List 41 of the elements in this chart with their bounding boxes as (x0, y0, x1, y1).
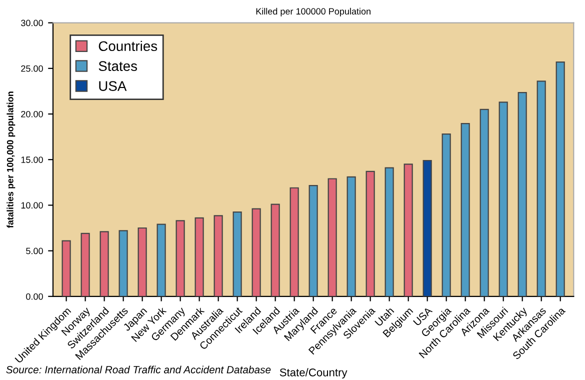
bar (62, 240, 71, 296)
legend-label: Countries (98, 40, 158, 52)
bar (384, 167, 394, 296)
bar (460, 123, 470, 296)
bar (422, 160, 432, 296)
y-tick-label: 10.00 (21, 202, 43, 209)
y-tick-label: 0.00 (26, 293, 43, 300)
source-note: Source: International Road Traffic and Accident Database (6, 366, 271, 374)
bar (556, 61, 565, 296)
y-tick-label: 20.00 (21, 110, 43, 118)
bar (232, 211, 242, 296)
bar (328, 178, 337, 296)
bar (176, 220, 185, 296)
bar (366, 170, 375, 296)
bar (270, 204, 280, 296)
bar (194, 217, 204, 296)
legend-label: States (98, 61, 138, 72)
legend-label: USA (99, 81, 127, 91)
y-tick-label: 15.00 (21, 156, 43, 163)
y-axis-title: fatalities per 100,000 population (6, 92, 16, 228)
bar (404, 164, 413, 296)
bar (156, 224, 166, 296)
bar (346, 176, 356, 296)
y-tick-label: 25.00 (21, 65, 43, 72)
y-tick-label: 5.00 (26, 248, 43, 254)
bar (80, 232, 90, 296)
y-tick-label: 30.00 (21, 20, 43, 26)
bar (518, 92, 527, 296)
bar (480, 108, 489, 296)
bar (214, 215, 223, 296)
bar (138, 227, 147, 296)
bar (118, 230, 128, 296)
bar (308, 185, 318, 296)
chart-title: Killed per 100000 Population (256, 8, 370, 16)
bar (536, 80, 546, 296)
bar (100, 231, 109, 296)
bar (498, 102, 508, 296)
bar (442, 134, 451, 296)
bar (290, 187, 299, 296)
x-axis-title: State/Country (280, 368, 348, 379)
bar (252, 208, 261, 296)
